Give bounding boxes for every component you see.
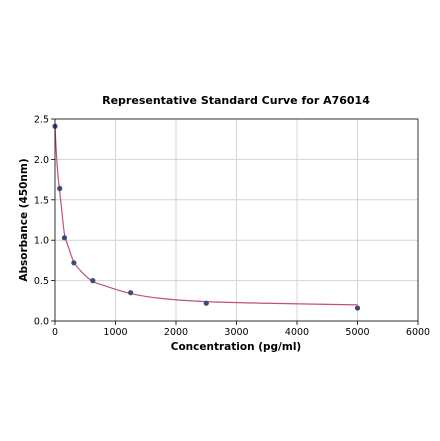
fit-curve-line [54,126,358,306]
x-axis-title: Concentration (pg/ml) [171,341,301,353]
y-tick-label-5: 2.5 [34,115,49,126]
x-axis-ticks: 0 1000 2000 3000 4000 5000 6000 [52,321,430,338]
data-point-3 [71,260,77,266]
data-point-5 [128,290,134,296]
x-tick-label-5: 5000 [345,327,369,338]
grid-lines [55,119,418,321]
y-tick-label-3: 1.5 [34,195,49,206]
x-tick-label-6: 6000 [406,327,430,338]
x-tick-label-4: 4000 [285,327,309,338]
data-point-1 [57,185,63,192]
chart-title: Representative Standard Curve for A76014 [102,94,370,107]
y-axis-title: Absorbance (450nm) [18,158,30,281]
y-axis-ticks: 0.0 0.5 1.0 1.5 2.0 2.5 [34,115,55,328]
x-tick-label-0: 0 [52,327,58,338]
y-tick-label-0: 0.0 [34,317,49,328]
x-tick-label-1: 1000 [103,327,127,338]
data-point-2 [61,235,68,241]
data-point-7 [354,305,361,311]
x-tick-label-3: 3000 [224,327,248,338]
data-point-6 [203,300,209,306]
y-tick-label-1: 0.5 [34,276,49,287]
data-point-4 [90,278,96,284]
y-tick-label-4: 2.0 [34,155,49,166]
y-tick-label-2: 1.0 [34,236,49,247]
x-tick-label-2: 2000 [164,327,188,338]
fit-curve-layer [54,126,358,306]
data-points-layer [52,123,361,311]
